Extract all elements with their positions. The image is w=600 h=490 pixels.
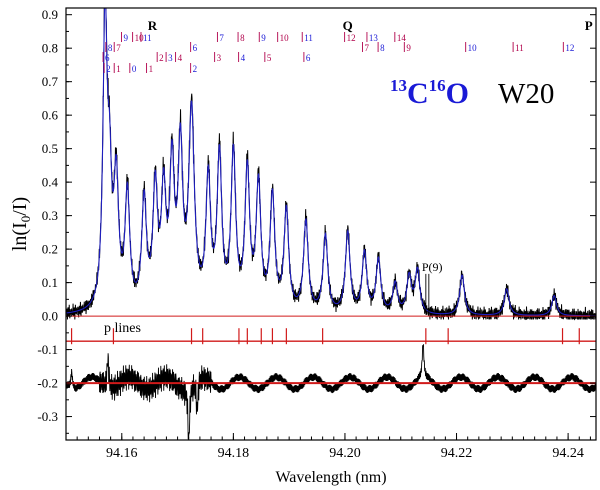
p-lines-label: p lines: [104, 321, 141, 336]
y-axis-label: ln(I0/I): [9, 197, 33, 251]
assignment-label: 7: [116, 43, 121, 53]
x-axis-label: Wavelength (nm): [275, 469, 386, 486]
assignment-label: 11: [304, 33, 313, 43]
isotope-16-superscript: 16: [429, 76, 446, 95]
y-tick-label: -0.1: [37, 342, 58, 357]
assignment-label: 9: [123, 33, 128, 43]
assignment-label: 11: [143, 33, 152, 43]
assignment-label: 1: [149, 64, 154, 74]
assignment-label: 12: [565, 43, 574, 53]
assignment-label: 14: [397, 33, 407, 43]
assignment-label: 3: [217, 53, 222, 63]
assignment-label: 10: [135, 33, 145, 43]
assignment-label: 6: [306, 53, 311, 63]
branch-label: P: [585, 18, 593, 33]
y-tick-label: 0.4: [42, 175, 59, 190]
assignment-label: 7: [219, 33, 224, 43]
y-tick-label: 0.5: [42, 141, 58, 156]
branch-label: R: [148, 18, 158, 33]
assignment-label: 13: [369, 33, 379, 43]
assignment-label: 0: [132, 64, 137, 74]
assignment-label: 1: [116, 64, 121, 74]
x-tick-label: 94.16: [106, 446, 138, 461]
observed-spectrum-line: [66, 8, 596, 321]
x-tick-label: 94.20: [329, 446, 361, 461]
assignment-label: 11: [515, 43, 524, 53]
assignment-label: 10: [468, 43, 478, 53]
assignment-label: 3: [168, 53, 173, 63]
assignment-label: 10: [280, 33, 290, 43]
x-tick-label: 94.18: [218, 446, 250, 461]
residual-line: [66, 344, 596, 440]
assignment-label: 6: [193, 43, 198, 53]
x-tick-label: 94.22: [441, 446, 473, 461]
p-lines-ticks: [70, 328, 580, 345]
fit-spectrum-line: [66, 8, 596, 317]
assignment-label: 12: [347, 33, 356, 43]
y-tick-label: 0.3: [42, 208, 58, 223]
y-tick-label: 0.6: [42, 108, 59, 123]
y-tick-label: 0.1: [42, 275, 58, 290]
assignment-label: 9: [406, 43, 411, 53]
y-tick-label: 0.9: [42, 7, 58, 22]
assignment-label: 4: [241, 53, 246, 63]
y-tick-label: 0.0: [42, 309, 58, 324]
band-label: W20: [498, 78, 554, 110]
assignment-label: 7: [364, 43, 369, 53]
assignment-label: 2: [159, 53, 164, 63]
carbon-symbol: C: [407, 77, 429, 110]
plot-frame: [65, 7, 597, 441]
molecule-label: 13C16O: [390, 76, 469, 110]
assignment-label: 2: [106, 64, 111, 74]
assignment-label: 2: [193, 64, 198, 74]
y-tick-label: 0.8: [42, 41, 58, 56]
isotope-13-superscript: 13: [390, 76, 407, 95]
annotation-layer: P(9): [422, 260, 443, 313]
x-tick-label: 94.24: [552, 446, 584, 461]
assignment-label: 8: [240, 33, 245, 43]
assignment-label: 8: [108, 43, 113, 53]
annotation-label: P(9): [422, 260, 443, 274]
y-tick-label: -0.3: [37, 409, 58, 424]
branch-label: Q: [343, 18, 353, 33]
y-tick-label: -0.2: [37, 376, 58, 391]
y-tick-label: 0.2: [42, 242, 58, 257]
y-tick-label: 0.7: [42, 74, 59, 89]
oxygen-symbol: O: [446, 77, 469, 110]
assignment-label: 8: [380, 43, 385, 53]
axis-ticks: 94.16 94.18 94.20 94.22 94.24 0.9 0.8 0.7 0.6 0.5…: [37, 7, 596, 461]
assignment-label: 5: [267, 53, 272, 63]
assignment-label: 6: [105, 53, 110, 63]
assignment-label: 4: [178, 53, 183, 63]
assignment-label: 9: [261, 33, 266, 43]
